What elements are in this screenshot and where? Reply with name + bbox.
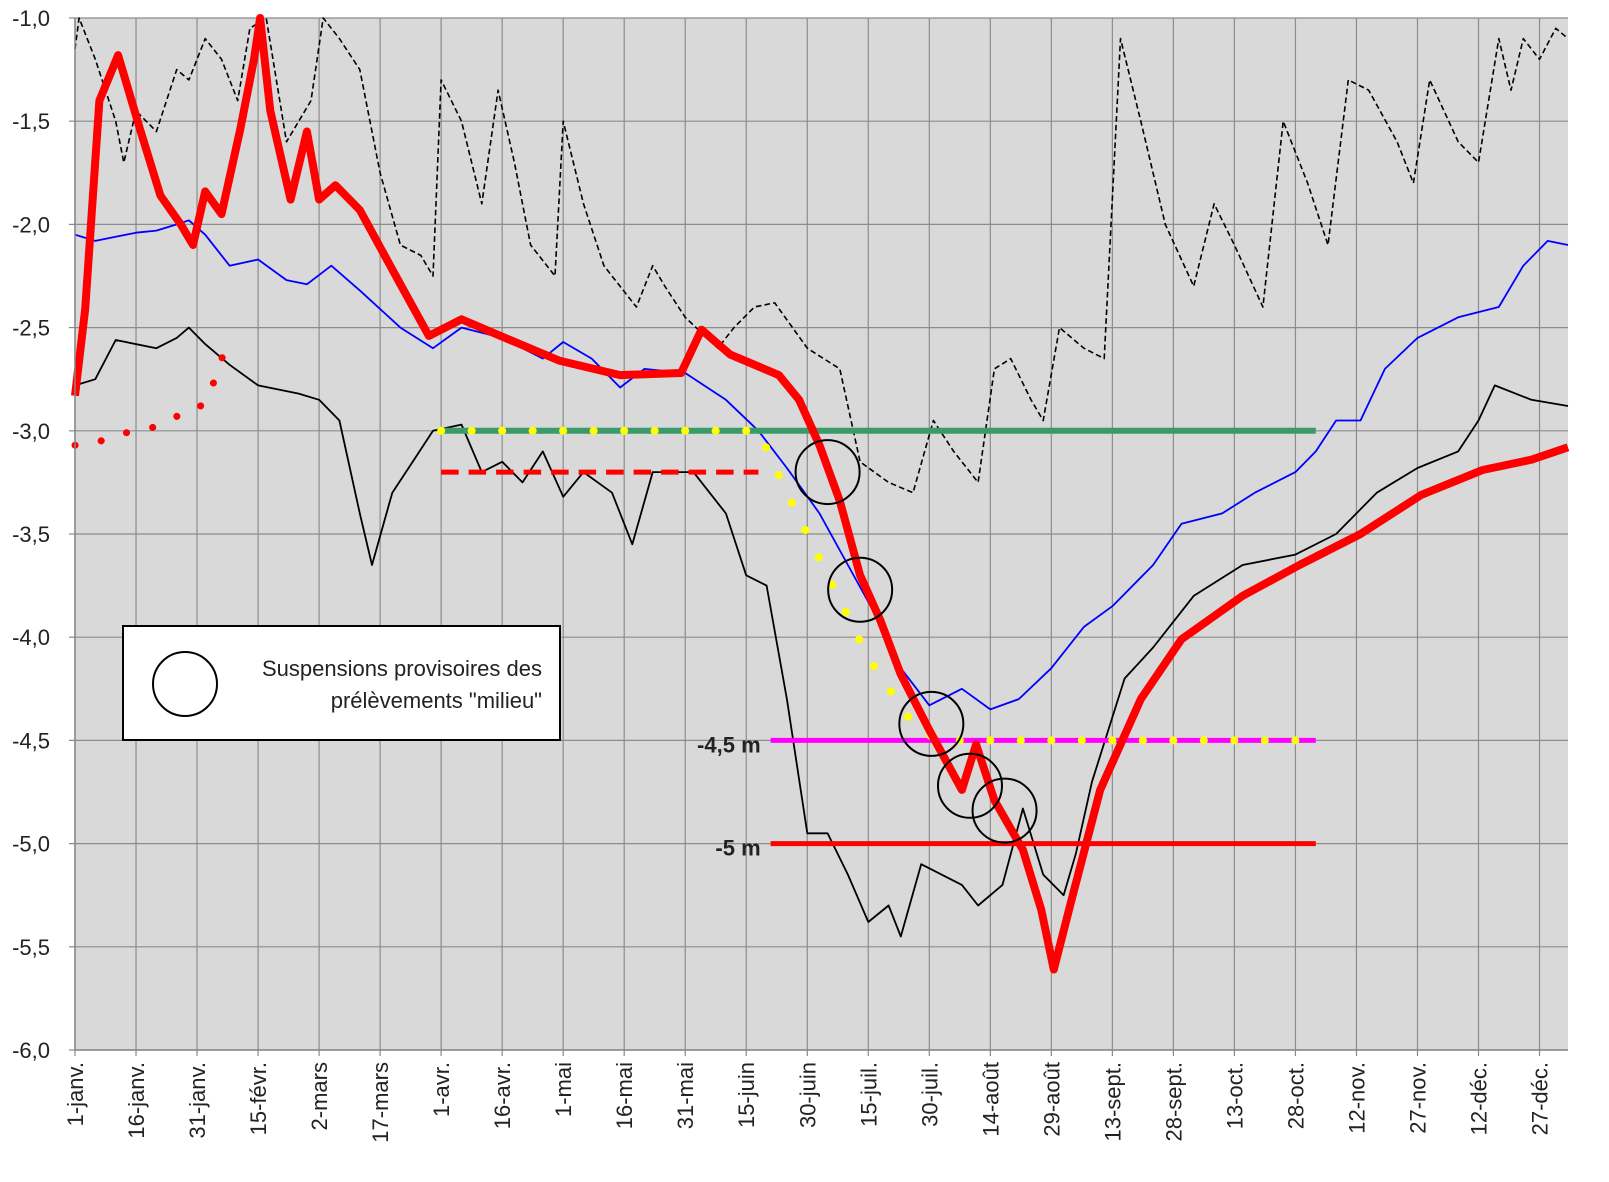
x-tick-label: 30-juin: [795, 1062, 820, 1128]
legend-text: prélèvements "milieu": [331, 688, 542, 713]
x-tick-label: 29-août: [1039, 1062, 1064, 1137]
legend-text: Suspensions provisoires des: [262, 656, 542, 681]
x-tick-label: 27-déc.: [1528, 1062, 1553, 1135]
x-tick-label: 17-mars: [368, 1062, 393, 1143]
x-tick-label: 15-juin: [734, 1062, 759, 1128]
x-tick-label: 14-août: [978, 1062, 1003, 1137]
y-tick-label: -5,5: [12, 935, 50, 960]
x-tick-label: 27-nov.: [1405, 1062, 1430, 1134]
x-tick-label: 2-mars: [307, 1062, 332, 1130]
y-tick-label: -2,5: [12, 316, 50, 341]
x-tick-label: 15-févr.: [246, 1062, 271, 1135]
y-tick-label: -3,5: [12, 522, 50, 547]
y-tick-label: -4,5: [12, 728, 50, 753]
y-tick-label: -2,0: [12, 212, 50, 237]
x-tick-label: 13-sept.: [1100, 1062, 1125, 1142]
x-tick-label: 1-mai: [551, 1062, 576, 1117]
annotation-circle: [936, 752, 1003, 819]
axes: -1,0 -1,5 -2,0 -2,5 -3,0 -3,5 -4,0 -4,5 -5,0 -5,5…: [12, 6, 1568, 1143]
line-label: -5 m: [715, 836, 760, 861]
x-tick-label: 1-avr.: [429, 1062, 454, 1117]
annotation-circle: [971, 777, 1038, 844]
legend-symbol: [152, 651, 218, 717]
legend-box: [122, 625, 561, 741]
x-tick-label: 15-juil.: [856, 1062, 881, 1127]
y-tick-label: -4,0: [12, 625, 50, 650]
legend: Suspensions provisoires des prélèvements…: [122, 625, 561, 741]
annotation-circle: [827, 556, 894, 623]
y-tick-label: -1,5: [12, 109, 50, 134]
x-tick-label: 16-avr.: [490, 1062, 515, 1129]
x-tick-label: 12-nov.: [1344, 1062, 1369, 1134]
line-label: -4,5 m: [697, 732, 761, 757]
x-tick-label: 30-juil.: [917, 1062, 942, 1127]
x-tick-label: 12-déc.: [1467, 1062, 1492, 1135]
annotation-circle: [794, 439, 861, 506]
lines: -4,5 m -5 m: [71, 14, 1570, 974]
x-tick-label: 28-oct.: [1283, 1062, 1308, 1129]
y-tick-label: -6,0: [12, 1038, 50, 1063]
x-tick-label: 28-sept.: [1161, 1062, 1186, 1142]
x-tick-label: 16-janv.: [124, 1062, 149, 1139]
y-tick-label: -1,0: [12, 6, 50, 31]
x-tick-label: 1-janv.: [63, 1062, 88, 1126]
x-tick-label: 31-janv.: [185, 1062, 210, 1139]
x-tick-label: 31-mai: [673, 1062, 698, 1129]
x-tick-label: 16-mai: [612, 1062, 637, 1129]
x-tick-label: 13-oct.: [1222, 1062, 1247, 1129]
y-tick-label: -3,0: [12, 419, 50, 444]
series-line: [74, 326, 1569, 938]
y-tick-label: -5,0: [12, 832, 50, 857]
series-line: [71, 14, 1570, 974]
series-line: [74, 219, 1569, 711]
annotation-circle: [898, 690, 965, 757]
